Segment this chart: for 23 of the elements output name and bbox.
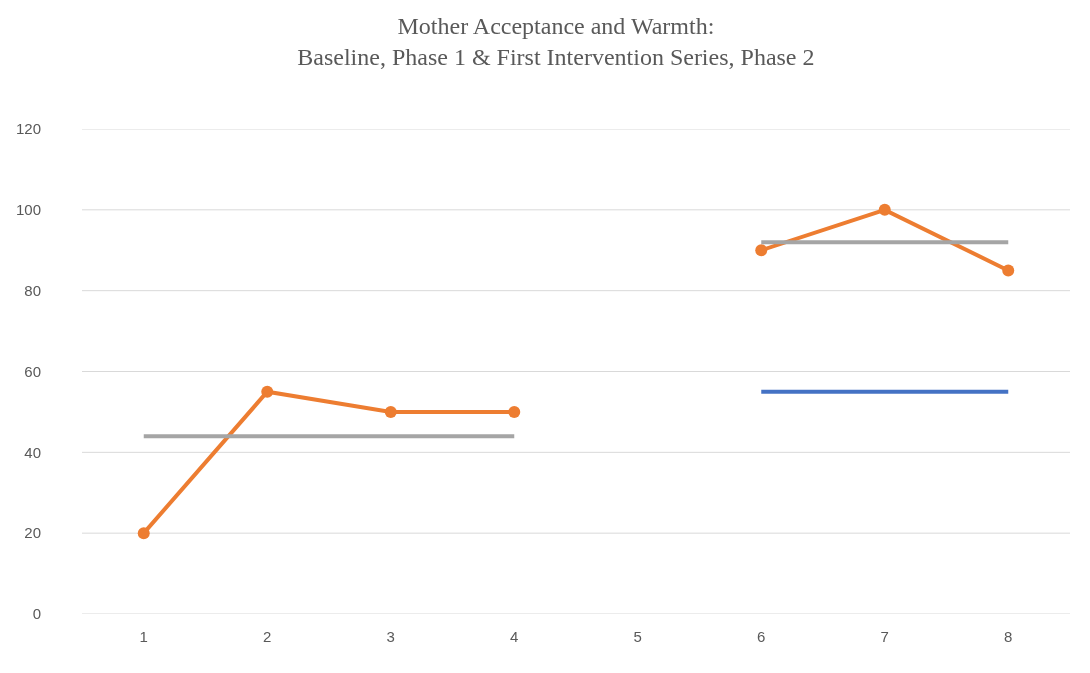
point — [137, 527, 150, 540]
point — [508, 405, 521, 418]
y-tick-label: 100 — [15, 201, 41, 219]
point — [1002, 264, 1015, 277]
point — [755, 244, 768, 257]
point — [878, 203, 891, 216]
y-tick-label: 120 — [15, 120, 41, 138]
point — [384, 405, 397, 418]
x-tick-label: 3 — [386, 628, 395, 645]
point — [261, 385, 274, 398]
x-tick-label: 8 — [1004, 628, 1013, 645]
x-tick-label: 4 — [510, 628, 519, 645]
y-tick-label: 80 — [24, 281, 41, 299]
y-tick-label: 40 — [24, 443, 41, 461]
chart-title: Mother Acceptance and Warmth: Baseline, Phase 1 & First Intervention Series, Phase 2 — [297, 12, 815, 70]
x-tick-label: 2 — [263, 628, 272, 645]
y-tick-label: 0 — [32, 605, 41, 623]
x-tick-label: 6 — [757, 628, 766, 645]
y-tick-label: 60 — [24, 362, 41, 380]
y-tick-label: 20 — [24, 524, 41, 542]
x-tick-label: 5 — [633, 628, 642, 645]
x-tick-label: 1 — [139, 628, 148, 645]
x-tick-label: 7 — [880, 628, 889, 645]
